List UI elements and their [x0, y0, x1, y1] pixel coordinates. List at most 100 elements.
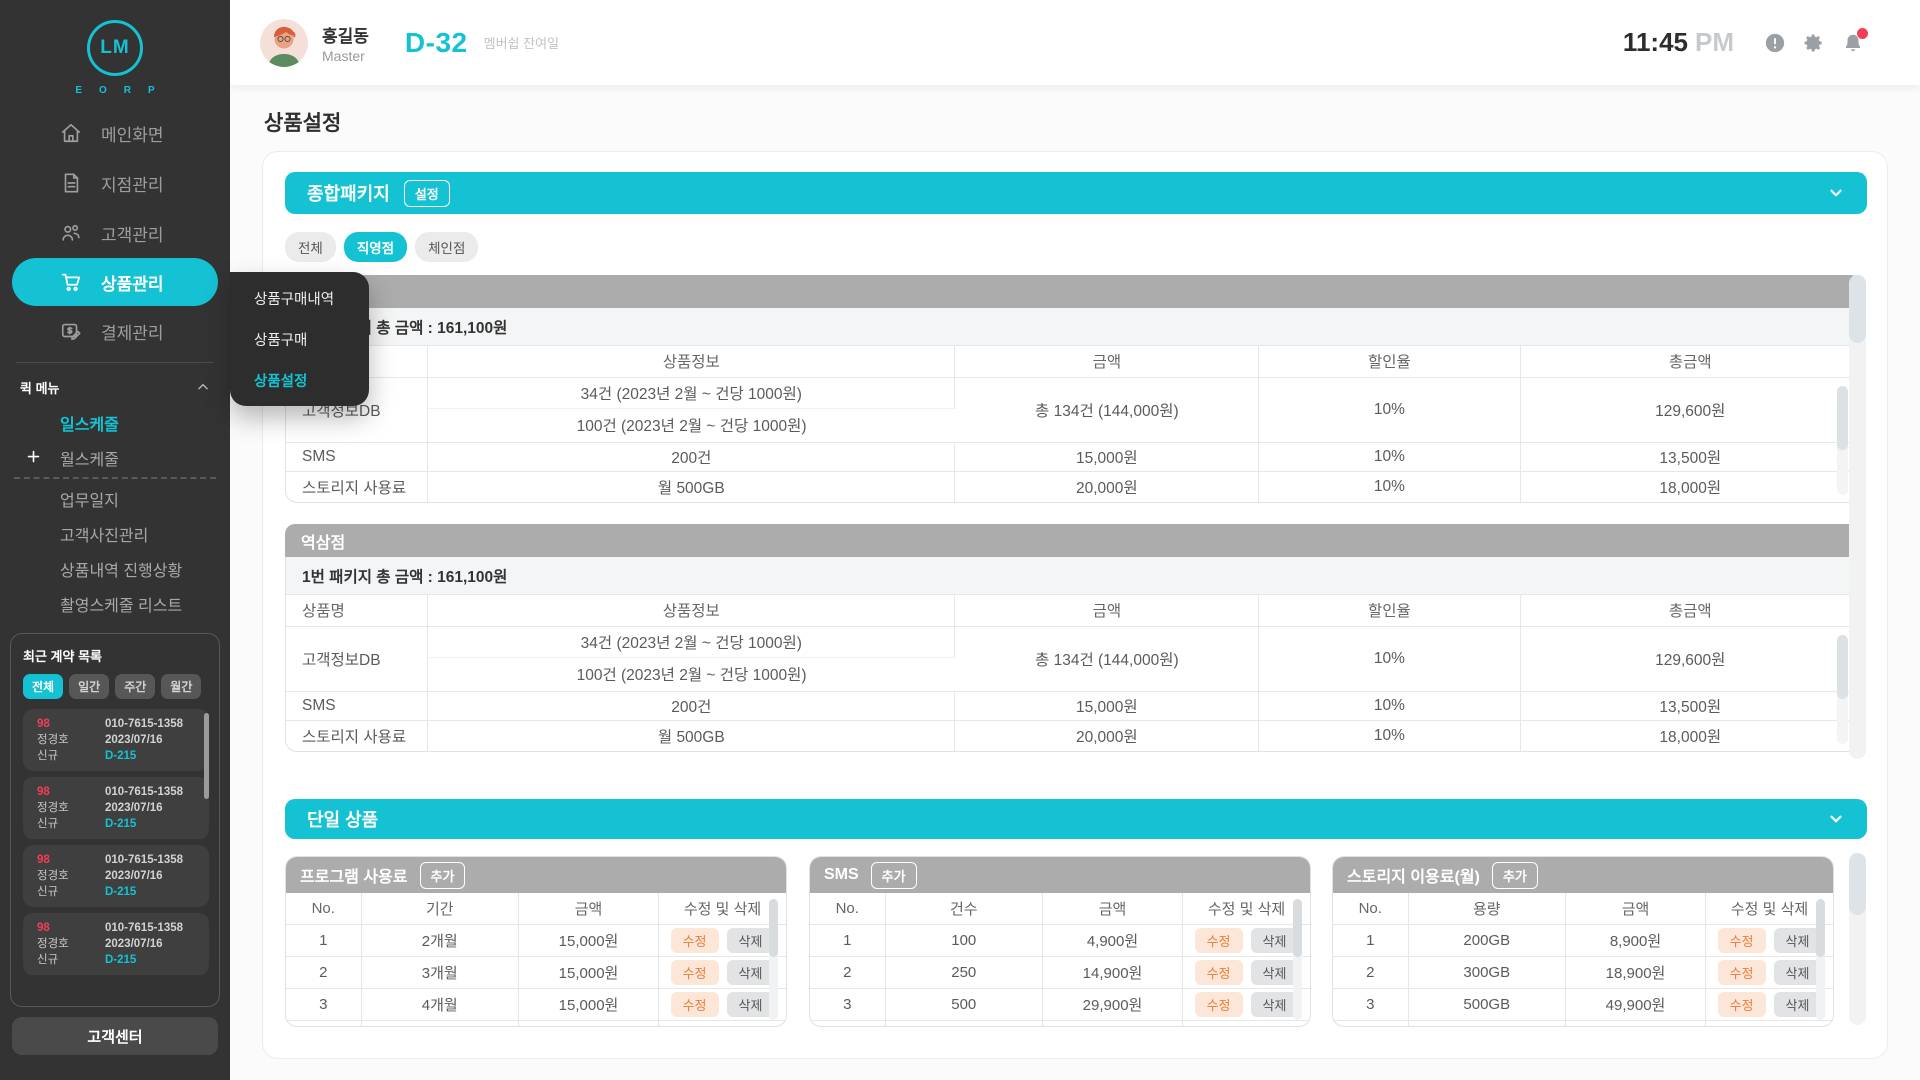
cell-discount: 10%	[1258, 626, 1521, 692]
quick-item-customer-photos[interactable]: 고객사진관리	[0, 516, 230, 551]
edit-button[interactable]: 수정	[1194, 927, 1243, 953]
package-total-label: 1번 패키지 총 금액 : 161,100원	[286, 557, 1860, 595]
card-scrollbar[interactable]	[1816, 899, 1825, 1020]
sidebar-item-home[interactable]: 메인화면	[0, 108, 230, 158]
store-name-bar: 역삼점	[285, 524, 1861, 557]
table-row: SMS 200건 15,000원 10% 13,500원	[286, 442, 1860, 472]
page-title: 상품설정	[264, 112, 342, 135]
contract-list-scrollbar[interactable]	[204, 713, 209, 799]
cell-price: 15,000원	[518, 988, 659, 1021]
delete-button[interactable]: 삭제	[1250, 927, 1299, 953]
quick-menu-title: 퀵 메뉴	[20, 380, 60, 396]
clock-time: 11:45	[1622, 27, 1688, 57]
info-icon[interactable]	[1764, 32, 1786, 54]
sidebar-item-products[interactable]: 상품관리	[12, 258, 218, 306]
quick-item-shooting-schedule[interactable]: 촬영스케줄 리스트	[0, 586, 230, 621]
table-row: 1 200GB 8,900원 수정 삭제	[1333, 924, 1833, 957]
bell-icon[interactable]	[1842, 27, 1868, 54]
sidebar-item-branch[interactable]: 지점관리	[0, 158, 230, 208]
add-button[interactable]: 추가	[419, 861, 466, 889]
add-button[interactable]: 추가	[1491, 861, 1538, 889]
tab-all[interactable]: 전체	[285, 232, 336, 262]
plus-icon	[26, 449, 41, 464]
cell-price: 15,000원	[954, 691, 1260, 721]
delete-button[interactable]: 삭제	[1250, 959, 1299, 985]
col-price: 금액	[1565, 893, 1706, 925]
single-area-scrollbar[interactable]	[1849, 853, 1866, 1025]
gear-icon[interactable]	[1803, 32, 1825, 54]
home-icon	[61, 123, 81, 143]
sidebar-item-label: 결제관리	[101, 323, 164, 343]
submenu-product-settings[interactable]: 상품설정	[254, 373, 308, 390]
cell-no: 1	[1333, 924, 1409, 957]
filter-monthly[interactable]: 월간	[161, 674, 202, 699]
filter-all[interactable]: 전체	[23, 674, 64, 699]
card-scrollbar[interactable]	[1293, 899, 1302, 1020]
edit-button[interactable]: 수정	[670, 927, 719, 953]
table-row: 100건 (2023년 2월 ~ 건당 1000원)	[286, 657, 1860, 692]
cell-no: 3	[1333, 988, 1409, 1021]
contract-card[interactable]: 98 정경호 신규 010-7615-1358 2023/07/16 D-215	[23, 777, 209, 839]
edit-button[interactable]: 수정	[1194, 991, 1243, 1017]
single-card-table: No. 기간 금액 수정 및 삭제 1 2개월 15,000원 수정 삭제	[286, 893, 786, 1026]
quick-menu-header[interactable]: 퀵 메뉴	[0, 369, 230, 405]
cell-discount: 10%	[1258, 691, 1521, 721]
quick-item-work-log[interactable]: 업무일지	[0, 481, 230, 516]
avatar[interactable]	[260, 18, 308, 67]
table-row: SMS 200건 15,000원 10% 13,500원	[286, 691, 1860, 721]
submenu-purchase[interactable]: 상품구매	[254, 332, 308, 349]
edit-button[interactable]: 수정	[1194, 959, 1243, 985]
chevron-up-icon[interactable]	[196, 380, 210, 394]
edit-button[interactable]: 수정	[670, 991, 719, 1017]
col-no: No.	[286, 893, 362, 925]
delete-button[interactable]: 삭제	[726, 959, 775, 985]
quick-item-month-schedule[interactable]: 월스케줄	[0, 440, 230, 475]
edit-button[interactable]: 수정	[1717, 959, 1766, 985]
sidebar-item-customers[interactable]: 고객관리	[0, 208, 230, 258]
card-scrollbar[interactable]	[769, 899, 778, 1020]
table-row: 2 250 14,900원 수정 삭제	[810, 956, 1310, 989]
user-name: 홍길동	[322, 26, 369, 46]
col-discount: 할인율	[1258, 595, 1521, 627]
add-button[interactable]: 추가	[870, 861, 917, 889]
tab-chain-store[interactable]: 체인점	[415, 232, 479, 262]
package-area-scrollbar[interactable]	[1849, 275, 1866, 759]
package-settings-badge[interactable]: 설정	[403, 179, 450, 207]
chevron-down-icon[interactable]	[1827, 184, 1845, 202]
cell-price: 15,000원	[954, 442, 1260, 472]
sidebar-item-payments[interactable]: 결제관리	[0, 306, 230, 356]
chevron-down-icon[interactable]	[1827, 810, 1845, 828]
delete-button[interactable]: 삭제	[1773, 991, 1822, 1017]
single-card-header: 스토리지 이용료(월) 추가	[1333, 857, 1833, 893]
user-role: Master	[322, 47, 365, 64]
single-card-header: SMS 추가	[810, 857, 1310, 893]
delete-button[interactable]: 삭제	[726, 927, 775, 953]
customer-center-button[interactable]: 고객센터	[12, 1017, 218, 1055]
table-row: 고객정보DB 34건 (2023년 2월 ~ 건당 1000원) 총 134건 …	[286, 626, 1860, 692]
delete-button[interactable]: 삭제	[1250, 991, 1299, 1017]
contract-card[interactable]: 98 정경호 신규 010-7615-1358 2023/07/16 D-215	[23, 709, 209, 771]
cell-product-info: 34건 (2023년 2월 ~ 건당 1000원)	[427, 626, 956, 658]
tab-direct-store[interactable]: 직영점	[343, 232, 408, 262]
submenu-purchase-history[interactable]: 상품구매내역	[254, 291, 335, 308]
filter-daily[interactable]: 일간	[69, 674, 110, 699]
table-scrollbar[interactable]	[1837, 635, 1848, 744]
edit-button[interactable]: 수정	[1717, 927, 1766, 953]
edit-button[interactable]: 수정	[670, 959, 719, 985]
quick-item-day-schedule[interactable]: 일스케줄	[0, 405, 230, 440]
delete-button[interactable]: 삭제	[726, 991, 775, 1017]
table-row-clipped	[1333, 1020, 1833, 1026]
col-no: No.	[1333, 893, 1409, 925]
delete-button[interactable]: 삭제	[1773, 927, 1822, 953]
filter-weekly[interactable]: 주간	[115, 674, 156, 699]
table-scrollbar[interactable]	[1837, 386, 1848, 495]
delete-button[interactable]: 삭제	[1773, 959, 1822, 985]
quick-item-label: 업무일지	[60, 492, 119, 510]
contract-card[interactable]: 98 정경호 신규 010-7615-1358 2023/07/16 D-215	[23, 845, 209, 907]
col-actions: 수정 및 삭제	[1182, 893, 1310, 925]
quick-item-product-progress[interactable]: 상품내역 진행상황	[0, 551, 230, 586]
table-row: 스토리지 사용료 월 500GB 20,000원 10% 18,000원	[286, 471, 1860, 502]
sidebar-menu: 메인화면 지점관리 고객관리 상품관리 결제관리	[0, 108, 230, 356]
contract-card[interactable]: 98 정경호 신규 010-7615-1358 2023/07/16 D-215	[23, 913, 209, 975]
edit-button[interactable]: 수정	[1717, 991, 1766, 1017]
